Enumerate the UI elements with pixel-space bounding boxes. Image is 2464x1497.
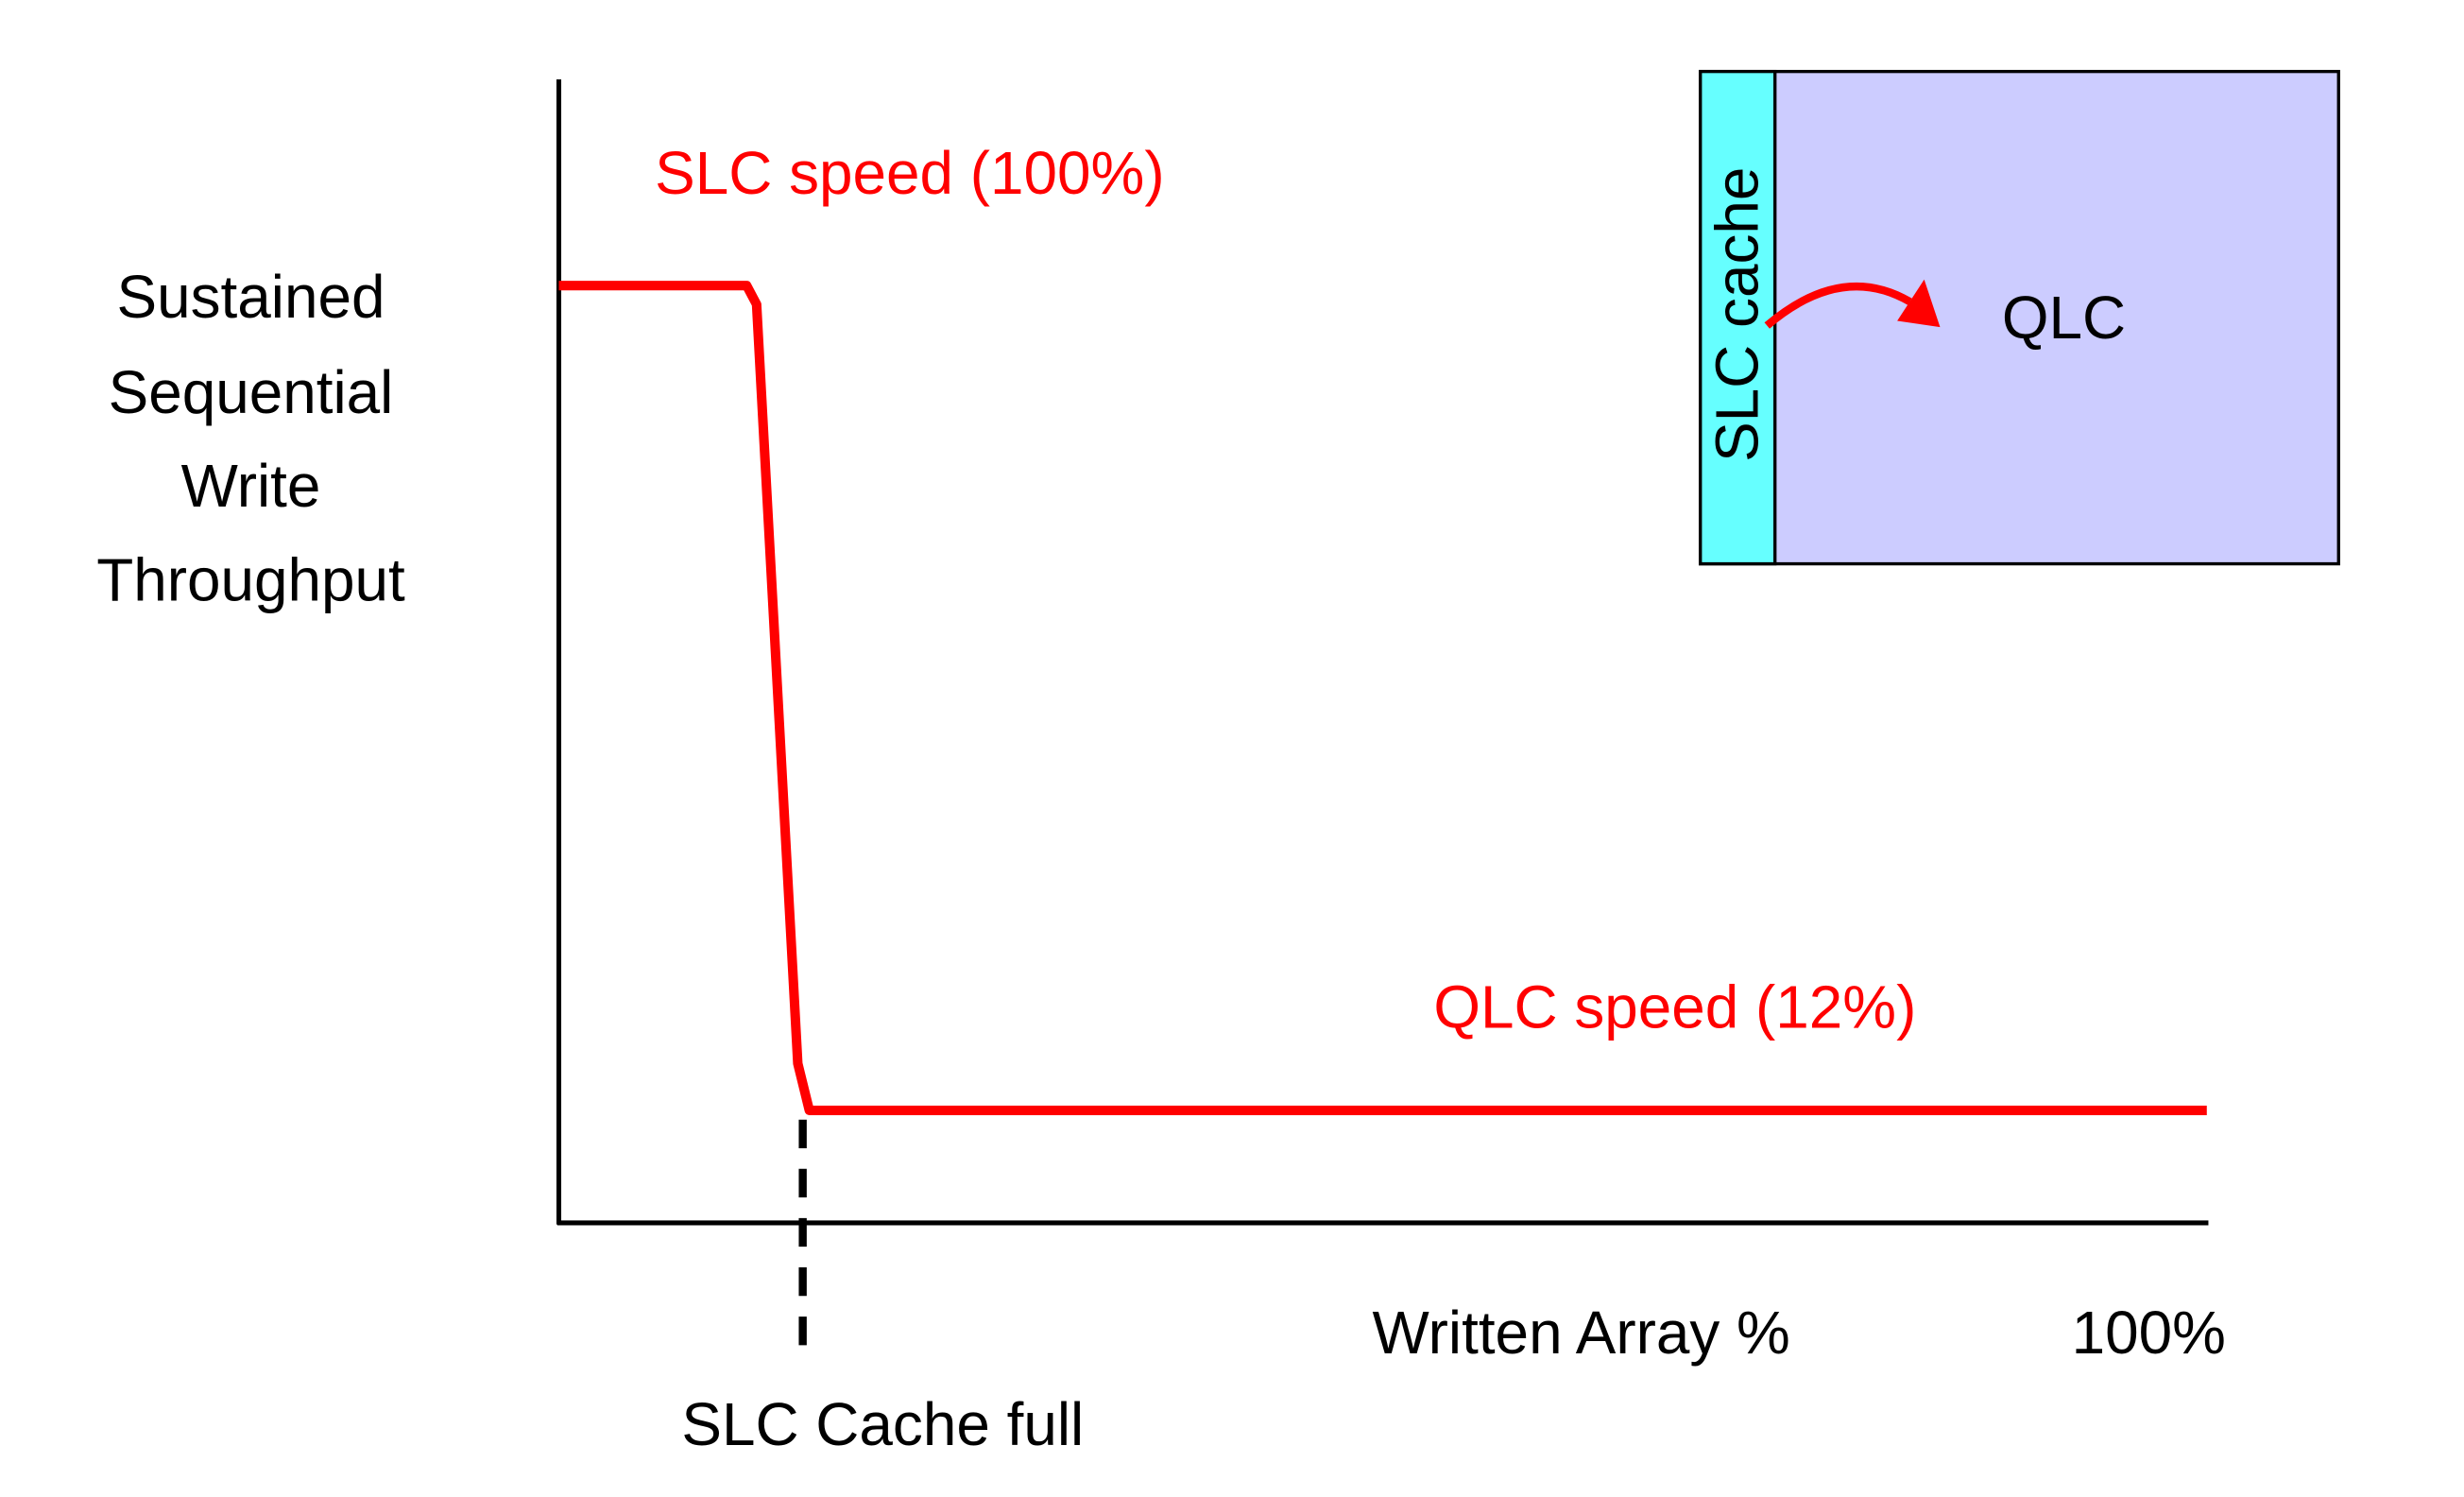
slc-cache-block bbox=[1699, 69, 1777, 566]
inset-cache-label: SLC cache bbox=[1703, 167, 1771, 462]
inset-main-label: QLC bbox=[2002, 284, 2126, 352]
inset-arrow bbox=[1764, 283, 1912, 329]
y-axis-label: Throughput bbox=[96, 545, 405, 613]
x-axis-label: Written Array % bbox=[1373, 1299, 1790, 1367]
data-line bbox=[558, 281, 2207, 1115]
y-axis-label: Sustained bbox=[117, 263, 385, 331]
annotation: SLC speed (100%) bbox=[655, 139, 1164, 207]
qlc-block bbox=[1699, 69, 2340, 566]
y-axis-label: Sequential bbox=[109, 358, 394, 426]
x-tick-label: 100% bbox=[2072, 1299, 2226, 1367]
y-axis-label: Write bbox=[181, 452, 321, 520]
annotation: QLC speed (12%) bbox=[1433, 972, 1916, 1041]
marker-label: SLC Cache full bbox=[681, 1390, 1084, 1458]
inset-arrowhead bbox=[1897, 279, 1941, 328]
